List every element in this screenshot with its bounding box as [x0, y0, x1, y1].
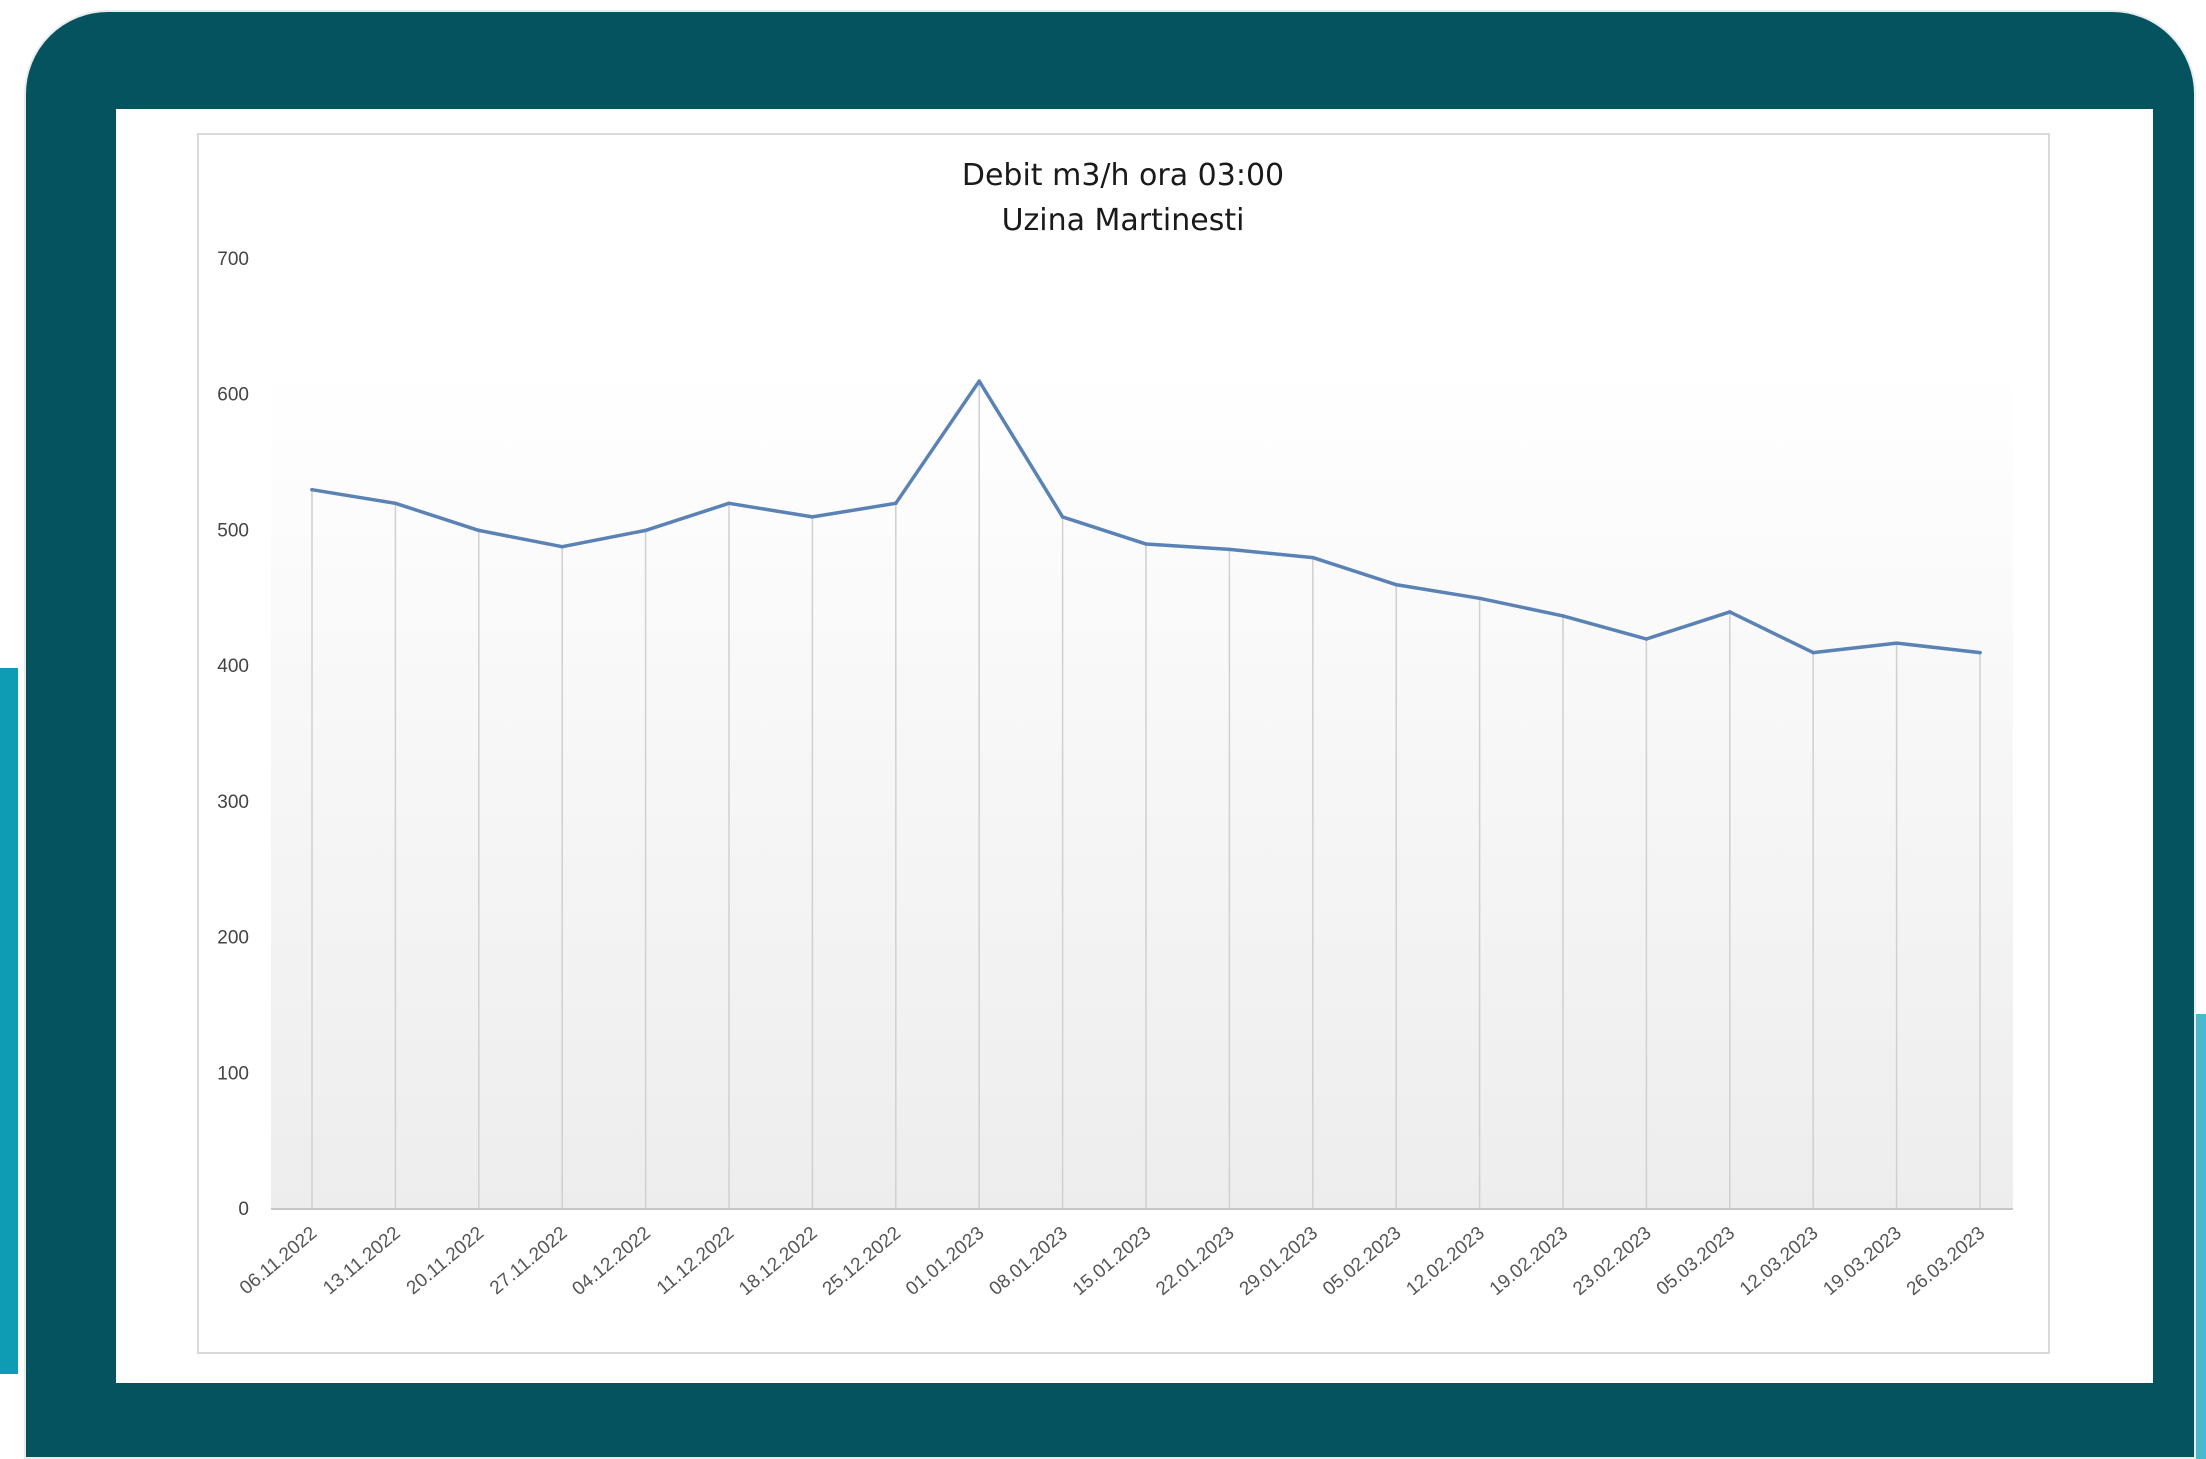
data-point: [727, 501, 731, 506]
x-tick-label: 25.12.2022: [819, 1223, 905, 1300]
line-chart: Debit m3/h ora 03:00 Uzina Martinesti 01…: [217, 158, 2013, 1300]
data-point: [1644, 637, 1649, 641]
data-point: [643, 528, 648, 533]
x-tick-label: 08.01.2023: [985, 1223, 1071, 1300]
x-tick-label: 18.12.2022: [735, 1223, 821, 1300]
y-tick-label: 300: [217, 792, 249, 813]
x-tick-label: 12.03.2023: [1736, 1223, 1822, 1300]
plot-area: 0 100 200 300 400 500 600 700 06.11.202213.11.20…: [217, 249, 2013, 1300]
data-point: [1477, 596, 1482, 601]
data-point: [894, 501, 898, 506]
data-point: [1144, 542, 1148, 546]
data-point: [310, 487, 314, 492]
y-tick-label: 100: [217, 1063, 249, 1084]
x-tick-label: 06.11.2022: [236, 1223, 321, 1299]
y-tick-label: 500: [217, 520, 249, 541]
data-point: [977, 379, 981, 383]
data-point: [1311, 555, 1315, 560]
data-point: [393, 501, 398, 506]
x-tick-label: 04.12.2022: [568, 1223, 654, 1300]
x-tick-label: 19.02.2023: [1486, 1223, 1572, 1300]
y-tick-label: 400: [217, 656, 249, 677]
data-point: [1811, 650, 1815, 655]
chart-subtitle: Uzina Martinesti: [1002, 203, 1245, 238]
y-tick-label: 0: [238, 1199, 249, 1220]
y-tick-label: 700: [217, 249, 249, 270]
x-tick-label: 05.03.2023: [1653, 1223, 1739, 1300]
x-tick-label: 15.01.2023: [1069, 1223, 1155, 1300]
data-point: [1728, 610, 1732, 614]
data-point: [1227, 547, 1232, 552]
data-point: [810, 515, 815, 519]
data-point: [1894, 641, 1899, 645]
x-tick-label: 19.03.2023: [1819, 1223, 1905, 1300]
y-tick-label: 200: [217, 928, 249, 949]
data-point: [477, 528, 481, 533]
x-tick-label: 13.11.2022: [319, 1223, 404, 1299]
x-tick-label: 23.02.2023: [1569, 1223, 1655, 1300]
x-tick-label: 27.11.2022: [486, 1223, 571, 1299]
x-tick-label: 01.01.2023: [902, 1223, 988, 1300]
x-tick-label: 20.11.2022: [403, 1223, 488, 1299]
left-accent-bar: [0, 668, 18, 1374]
chart-title: Debit m3/h ora 03:00: [962, 158, 1284, 193]
x-tick-label: 26.03.2023: [1903, 1223, 1989, 1300]
data-point: [1394, 582, 1398, 587]
data-point: [1978, 650, 1982, 655]
x-tick-label: 05.02.2023: [1319, 1223, 1405, 1300]
data-point: [1561, 614, 1565, 618]
x-tick-label: 12.02.2023: [1402, 1223, 1488, 1300]
data-point: [560, 544, 564, 549]
x-tick-label: 22.01.2023: [1152, 1223, 1238, 1300]
y-tick-label: 600: [217, 385, 249, 406]
plot-background: [271, 367, 2013, 1209]
x-tick-label: 11.12.2022: [653, 1223, 738, 1299]
data-point: [1060, 515, 1065, 519]
x-tick-label: 29.01.2023: [1236, 1223, 1322, 1300]
